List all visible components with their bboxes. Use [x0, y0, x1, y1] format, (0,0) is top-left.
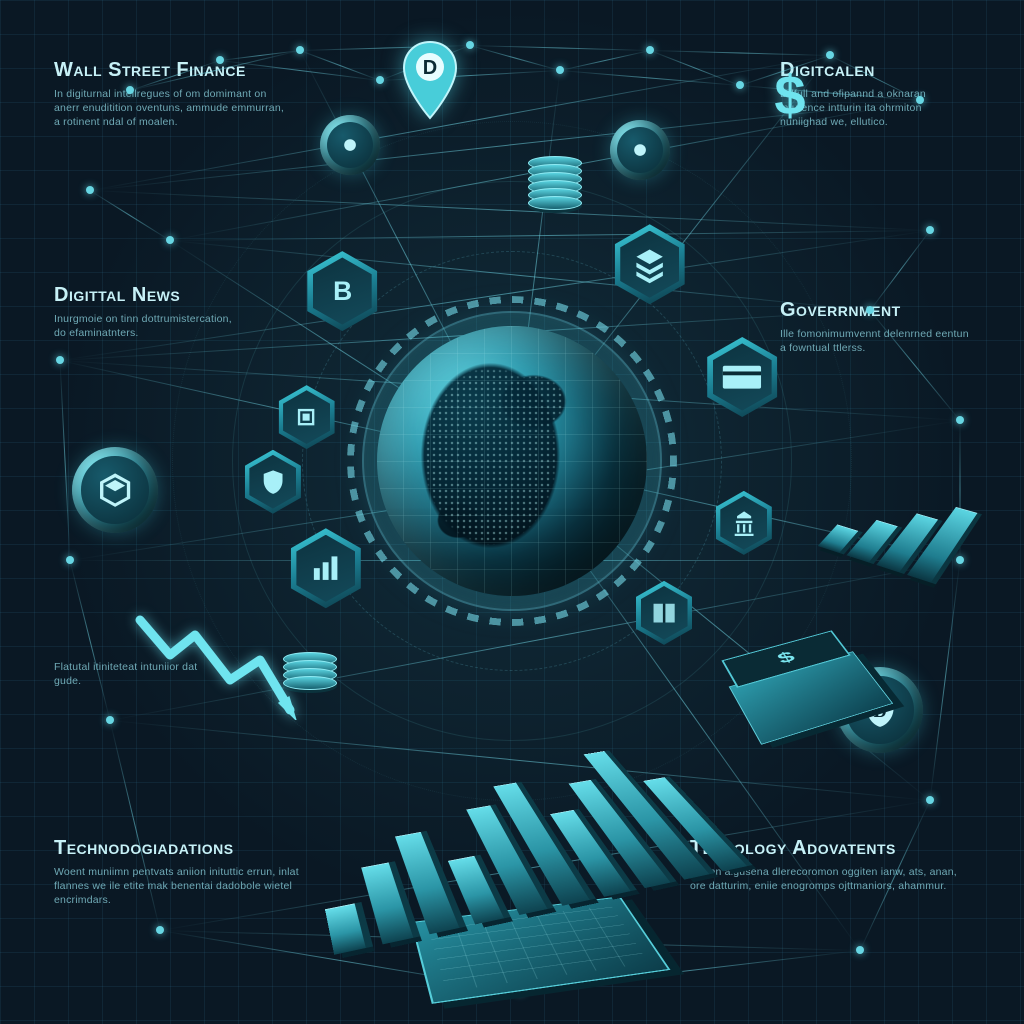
hex-bitcoin: B — [307, 251, 377, 331]
coin-glyph — [617, 127, 664, 174]
callout-body: Inurgmoie on tinn dottrumistercation, do… — [54, 312, 234, 340]
shield-icon — [249, 455, 296, 509]
mesh-line — [90, 190, 930, 231]
callout-digitcalen: Digitcalen Ddfull and ofipannd a oknaran… — [780, 60, 970, 130]
coin-small-2 — [610, 120, 670, 180]
bar — [325, 903, 366, 954]
mesh-line — [512, 70, 561, 460]
chip-icon — [283, 390, 330, 444]
bar — [361, 862, 413, 944]
mesh-line — [70, 560, 960, 561]
card-icon — [713, 343, 772, 410]
coin-stack-1 — [528, 162, 582, 210]
mesh-line — [70, 560, 111, 720]
hex-north — [279, 385, 335, 449]
bars-icon — [296, 535, 355, 602]
mesh-line — [60, 360, 71, 560]
trend-arrow-icon — [130, 600, 320, 720]
callout-title: Technodogiadations — [54, 838, 314, 859]
callout-body: Ille fomonimumvennt delenrned eentun a f… — [780, 327, 970, 355]
hex-gov — [716, 491, 772, 555]
pin-letter: D — [423, 57, 437, 79]
mesh-line — [470, 45, 560, 71]
mini-bar-chart — [818, 484, 978, 582]
callout-digital-news: Digittal News Inurgmoie on tinn dottrumi… — [54, 285, 234, 340]
hex-shield — [245, 450, 301, 514]
mesh-line — [90, 190, 171, 241]
svg-text:B: B — [333, 276, 352, 306]
hex-stack — [615, 224, 685, 304]
mesh-line — [560, 50, 650, 71]
dollar-sign-icon: $ — [774, 63, 805, 128]
map-pin-icon: D — [400, 40, 460, 120]
callout-title: Digittal News — [54, 285, 234, 306]
coin-cube — [72, 447, 158, 533]
mesh-line — [470, 45, 650, 51]
capitol-icon — [720, 496, 767, 550]
callout-government: Goverrnment Ille fomonimumvennt delenrne… — [780, 300, 970, 355]
mesh-line — [650, 50, 830, 56]
coin-small-1 — [320, 115, 380, 175]
callout-body: In digiturnal intellregues of om domiman… — [54, 87, 284, 130]
mesh-line — [560, 70, 740, 86]
coin-glyph — [327, 122, 374, 169]
coin-glyph — [81, 456, 148, 523]
laptop-screen-glyph: $ — [721, 630, 850, 687]
mesh-line — [170, 240, 870, 311]
callout-techno-left: Technodogiadations Woent muniimn pentvat… — [54, 838, 314, 908]
hex-bars — [291, 528, 361, 608]
callout-wall-street: Wall Street Finance In digiturnal intell… — [54, 60, 284, 130]
callout-body: Woent muniimn pentvats aniion inituttic … — [54, 865, 314, 908]
mesh-line — [930, 560, 961, 800]
mesh-line — [170, 230, 930, 241]
